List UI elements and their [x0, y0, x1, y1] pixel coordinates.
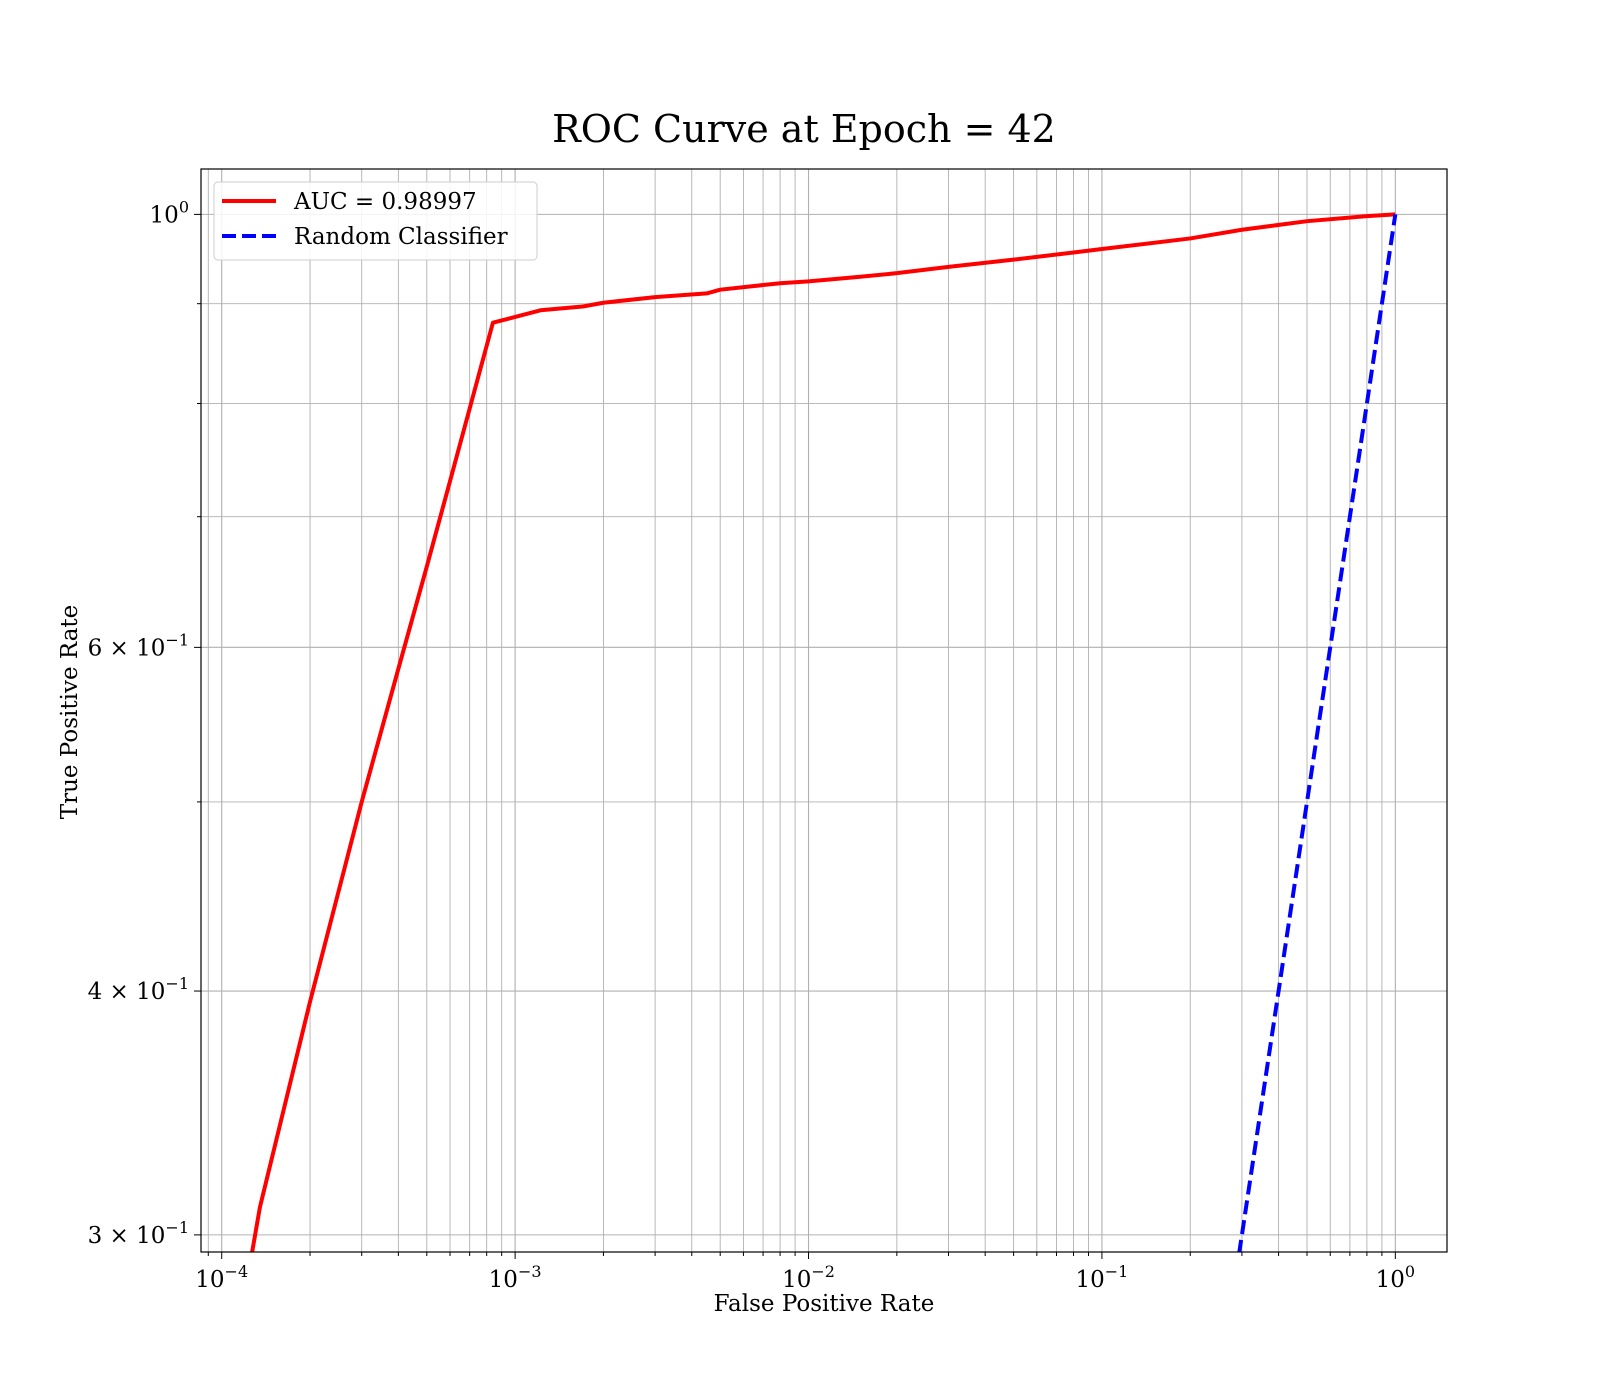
- plot-frame: [200, 168, 1448, 1253]
- legend-label-random: Random Classifier: [294, 224, 508, 250]
- x-tick-label: 10−3: [489, 1262, 542, 1293]
- roc-curve-line: [250, 212, 1396, 1252]
- legend-box: [213, 181, 538, 261]
- chart-title: ROC Curve at Epoch = 42: [552, 107, 1056, 151]
- y-axis-ticks: 100 6 × 10−1 4 × 10−1 3 × 10−1: [88, 197, 201, 1249]
- legend: AUC = 0.98997 Random Classifier: [213, 181, 538, 261]
- random-classifier-line: [1237, 214, 1398, 1252]
- x-tick-label: 10−4: [195, 1262, 248, 1293]
- y-tick-label: 4 × 10−1: [88, 974, 189, 1005]
- series-layer: [250, 212, 1398, 1252]
- x-tick-label: 100: [1376, 1262, 1415, 1293]
- y-tick-label: 3 × 10−1: [88, 1218, 189, 1249]
- legend-label-auc: AUC = 0.98997: [293, 189, 477, 215]
- x-tick-label: 10−1: [1075, 1262, 1128, 1293]
- y-axis-label: True Positive Rate: [57, 605, 83, 820]
- x-tick-label: 10−2: [782, 1262, 835, 1293]
- plot-area: 10−4 10−3 10−2 10−1 100 100 6 × 10−1 4 × 10−1 3…: [88, 168, 1448, 1293]
- y-tick-label: 6 × 10−1: [88, 630, 189, 661]
- y-tick-label: 100: [150, 197, 189, 228]
- x-axis-label: False Positive Rate: [714, 1291, 935, 1317]
- x-axis-ticks: 10−4 10−3 10−2 10−1 100: [195, 1252, 1415, 1293]
